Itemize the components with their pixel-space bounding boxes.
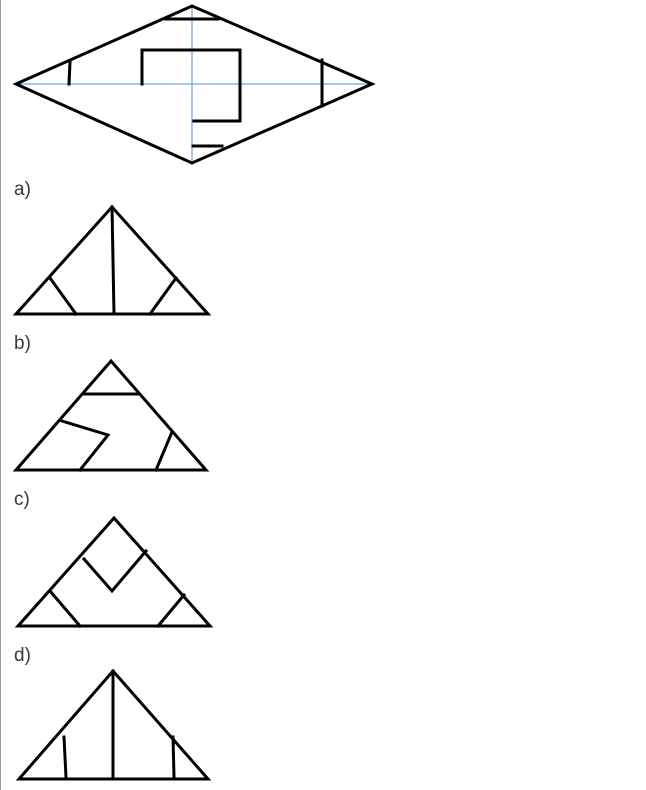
option-d-right-mark [171, 735, 176, 779]
left-border [0, 0, 1, 790]
option-b-label: b) [14, 333, 31, 354]
option-c-label: c) [14, 489, 30, 510]
option-c-left-mark [47, 588, 83, 629]
option-a-center-line [110, 205, 116, 316]
question-rhombus-figure [12, 4, 376, 165]
option-a-triangle[interactable] [0, 200, 230, 320]
option-a-right-mark [147, 275, 179, 317]
option-b-outline [12, 358, 210, 472]
option-c-outline [14, 515, 214, 628]
option-d-label: d) [14, 645, 31, 666]
option-b-triangle[interactable] [0, 355, 230, 475]
rhombus-outline [12, 4, 376, 165]
option-c-triangle[interactable] [0, 511, 230, 631]
option-d-left-mark [62, 735, 68, 779]
option-c-v-mark [81, 548, 149, 594]
left-vertex-mark [67, 60, 72, 86]
option-c-right-mark [155, 592, 187, 629]
inner-bracket-shape [140, 48, 242, 123]
option-a-left-mark [47, 275, 79, 317]
option-b-bent-mark [60, 419, 111, 473]
option-a-outline [12, 204, 212, 316]
fold-guide-lines [15, 5, 373, 164]
option-a-label: a) [14, 179, 31, 200]
option-b-right-mark [154, 430, 174, 472]
option-d-triangle[interactable] [0, 665, 230, 787]
